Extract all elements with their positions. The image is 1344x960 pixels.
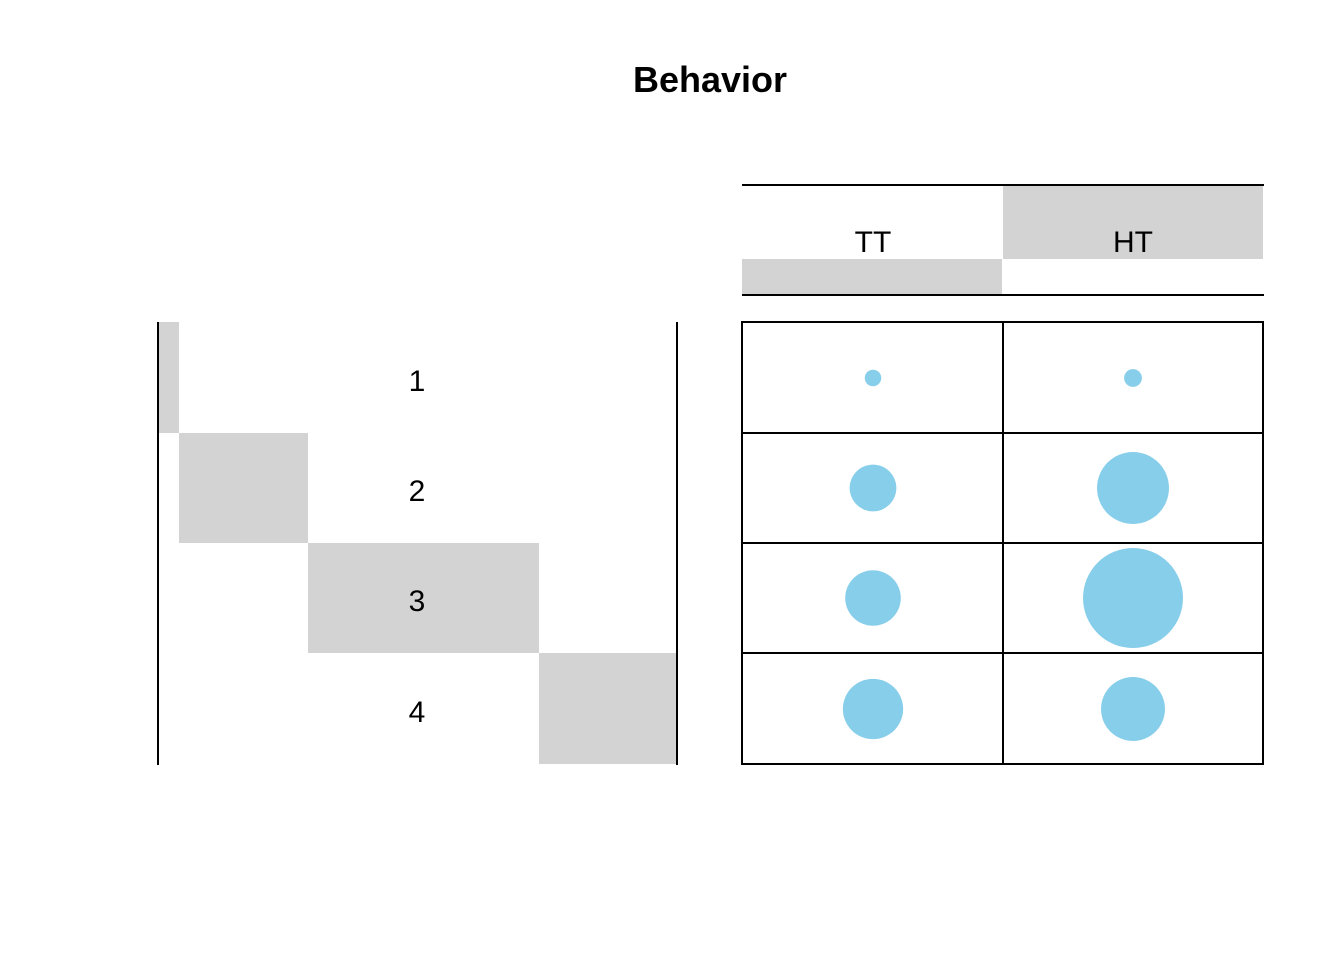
row-label-2: 2: [409, 475, 426, 508]
column-header-shade-HT: [1003, 185, 1263, 259]
bubble-row-1-HT: [1124, 369, 1142, 387]
bubble-row-4-HT: [1101, 677, 1165, 741]
bubble-row-3-HT: [1083, 548, 1183, 648]
bubble-row-3-TT: [845, 570, 901, 626]
row-header: 1 2 3 4: [157, 322, 678, 765]
row-label-1: 1: [409, 365, 426, 398]
row-header-shade-1: [158, 322, 179, 433]
row-label-3: 3: [409, 585, 426, 618]
column-label-HT: HT: [1113, 226, 1153, 259]
bubble-row-2-HT: [1097, 452, 1169, 524]
chart-title: Behavior: [633, 59, 787, 100]
bubbles: [842, 369, 1183, 741]
grid: [741, 321, 1264, 765]
row-header-shade-3: [308, 543, 539, 653]
row-header-shade-4: [539, 653, 677, 764]
bubble-row-4-TT: [842, 678, 904, 740]
row-header-shade-2: [179, 433, 308, 543]
row-label-4: 4: [409, 696, 426, 729]
bubble-row-1-TT: [864, 369, 882, 387]
bubble-row-2-TT: [849, 464, 897, 512]
column-label-TT: TT: [855, 226, 892, 259]
column-header: TT HT: [742, 184, 1264, 296]
column-header-shade-TT: [742, 259, 1002, 294]
